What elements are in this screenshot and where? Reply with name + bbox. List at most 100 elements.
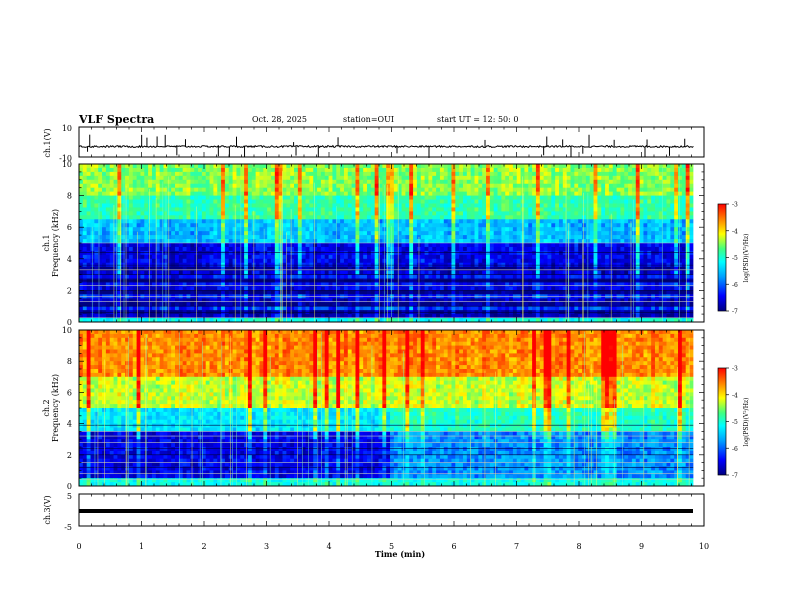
- spec-cell: [543, 270, 548, 275]
- spec-cell: [378, 195, 383, 200]
- spec-cell: [439, 187, 445, 193]
- spec-cell: [102, 167, 107, 173]
- spec-cell: [151, 223, 157, 228]
- spec-cell: [689, 227, 694, 232]
- spec-cell: [478, 219, 483, 224]
- spec-cell: [620, 183, 625, 189]
- spec-cell: [201, 243, 207, 248]
- spec-cell: [297, 239, 303, 244]
- spec-cell: [558, 243, 564, 248]
- spec-cell: [274, 239, 280, 244]
- spec-cell: [459, 243, 464, 248]
- spec-cell: [144, 219, 149, 224]
- spec-cell: [459, 215, 464, 220]
- spec-cell: [309, 195, 314, 200]
- spec-cell: [378, 199, 383, 204]
- spec-cell: [324, 274, 329, 279]
- spec-cell: [259, 223, 264, 228]
- spec-cell: [217, 274, 222, 279]
- spec-cell: [209, 211, 214, 216]
- spec-cell: [516, 266, 521, 272]
- spec-cell: [447, 246, 452, 252]
- spec-cell: [148, 231, 153, 236]
- spec-cell: [520, 203, 525, 208]
- spec-cell: [247, 191, 253, 196]
- spec-cell: [294, 231, 299, 236]
- spec-cell: [443, 219, 449, 224]
- spec-cell: [462, 258, 468, 264]
- spec-cell: [509, 167, 514, 173]
- spec-cell: [201, 250, 207, 256]
- spec-cell: [658, 207, 664, 212]
- spec-cell: [466, 239, 472, 244]
- spec-cell: [209, 179, 214, 185]
- spec-cell: [328, 187, 333, 193]
- spec-cell: [555, 223, 560, 228]
- spec-cell: [86, 274, 91, 279]
- spec-cell: [221, 254, 226, 260]
- spec-cell: [405, 274, 410, 279]
- spec-cell: [228, 282, 233, 287]
- spec-cell: [528, 227, 533, 232]
- spec-cell: [263, 282, 268, 287]
- spec-cell: [351, 250, 356, 256]
- spec-cell: [155, 231, 161, 236]
- spec-cell: [612, 191, 617, 196]
- spec-cell: [443, 235, 449, 240]
- spec-cell: [244, 167, 249, 173]
- spec-cell: [628, 246, 633, 252]
- spec-cell: [259, 167, 264, 173]
- spec-cell: [578, 250, 583, 256]
- spec-cell: [639, 199, 644, 204]
- spec-cell: [670, 246, 675, 252]
- spec-cell: [459, 167, 464, 173]
- spec-cell: [397, 179, 402, 185]
- spec-cell: [570, 227, 575, 232]
- spec-cell: [151, 266, 157, 272]
- spec-cell: [462, 274, 468, 279]
- spec-cell: [186, 258, 191, 264]
- spec-cell: [493, 250, 498, 256]
- spec-cell: [148, 183, 153, 189]
- spec-cell: [432, 179, 437, 185]
- spec-cell: [666, 231, 671, 236]
- spec-cell: [620, 235, 625, 240]
- spec-cell: [455, 164, 460, 169]
- spec-cell: [612, 254, 617, 260]
- spec-cell: [305, 270, 310, 275]
- spec-cell: [390, 167, 395, 173]
- spec-cell: [612, 164, 617, 169]
- spec-cell: [413, 239, 418, 244]
- spec-cell: [317, 266, 322, 272]
- spec-cell: [221, 258, 226, 264]
- spec-cell: [324, 231, 329, 236]
- spec-cell: [486, 219, 491, 224]
- spec-cell: [355, 199, 360, 204]
- spec-cell: [628, 250, 633, 256]
- spec-cell: [624, 227, 629, 232]
- spec-cell: [171, 215, 176, 220]
- spec-cell: [413, 203, 418, 208]
- spec-cell: [681, 203, 687, 208]
- spec-cell: [401, 187, 406, 193]
- spec-cell: [125, 243, 130, 248]
- spec-cell: [79, 258, 84, 264]
- spec-cell: [482, 203, 487, 208]
- spec-cell: [647, 199, 652, 204]
- spec-cell: [343, 223, 349, 228]
- spec-cell: [198, 171, 203, 177]
- spec-cell: [236, 195, 241, 200]
- spec-cell: [294, 215, 299, 220]
- spec-cell: [113, 191, 118, 196]
- spec-cell: [82, 199, 88, 204]
- spec-cell: [393, 227, 399, 232]
- spec-cell: [105, 274, 111, 279]
- spec-cell: [474, 243, 479, 248]
- spec-cell: [474, 235, 479, 240]
- spec-cell: [297, 246, 303, 252]
- spec-cell: [198, 246, 203, 252]
- spec-cell: [121, 246, 126, 252]
- spec-cell: [658, 246, 664, 252]
- spec-cell: [194, 231, 199, 236]
- spec-cell: [186, 199, 191, 204]
